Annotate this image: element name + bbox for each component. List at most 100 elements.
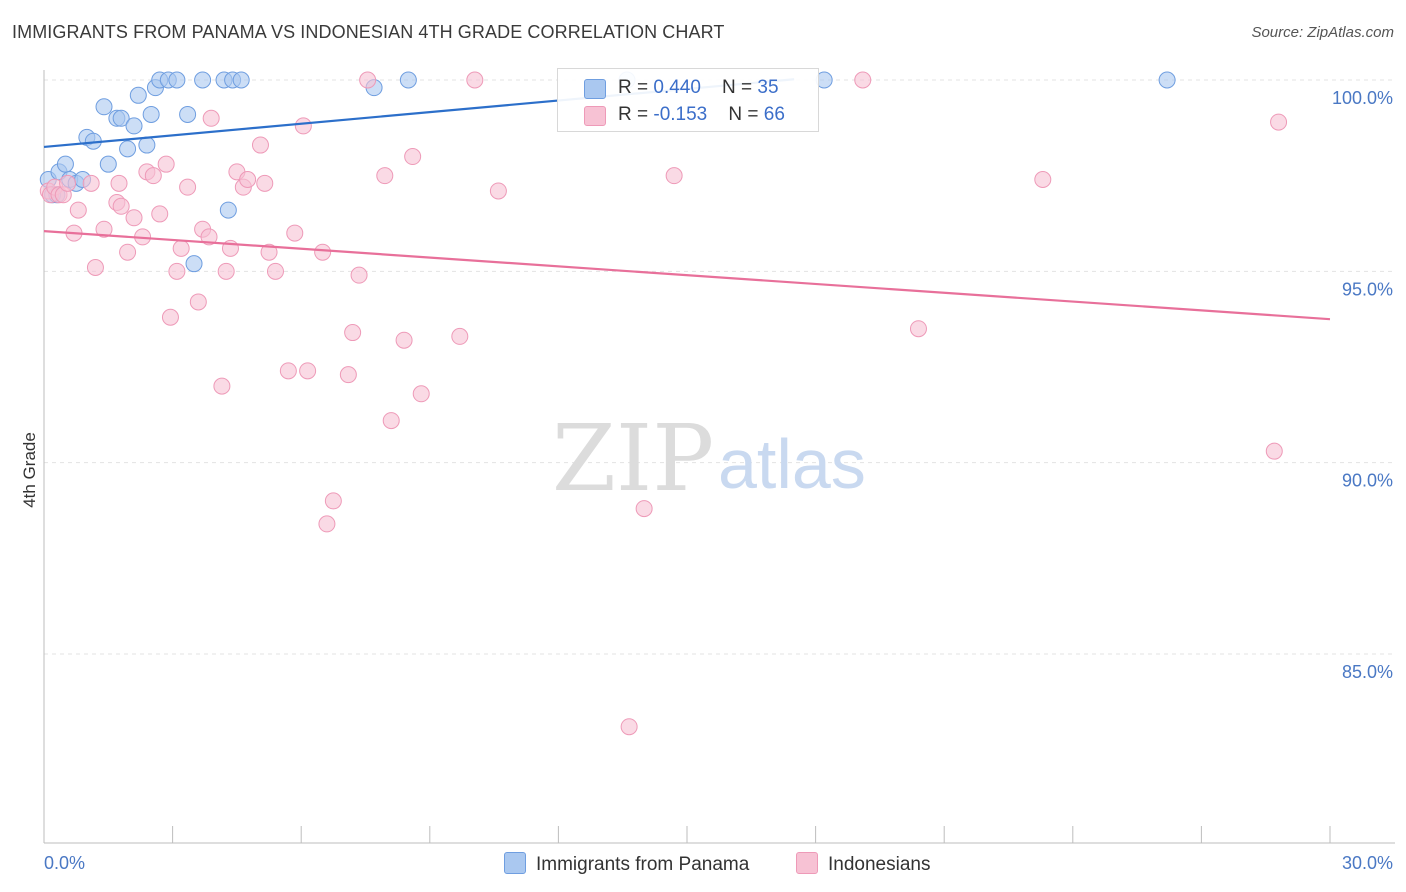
point-indonesian-15 xyxy=(125,209,143,227)
point-panama-31 xyxy=(399,71,417,89)
point-indonesian-21 xyxy=(161,308,179,326)
point-panama-11 xyxy=(99,155,117,173)
legend-indonesian-r-label: R = xyxy=(618,104,654,125)
point-indonesian-57 xyxy=(489,182,507,200)
bottom-legend-swatch-indonesian xyxy=(796,852,818,874)
point-indonesian-27 xyxy=(200,228,218,246)
point-indonesian-20 xyxy=(157,155,175,173)
point-panama-18 xyxy=(142,105,160,123)
point-panama-16 xyxy=(129,86,147,104)
point-indonesian-18 xyxy=(144,167,162,185)
x-tick-label-1: 30.0% xyxy=(1342,853,1393,873)
legend-indonesian-r-value: -0.153 xyxy=(653,104,708,125)
point-panama-10 xyxy=(95,98,113,116)
point-panama-23 xyxy=(179,105,197,123)
point-indonesian-48 xyxy=(350,266,368,284)
y-tick-label-0: 100.0% xyxy=(1332,88,1393,108)
x-tick-label-0: 0.0% xyxy=(44,853,85,873)
legend-indonesian-n-value: 66 xyxy=(763,104,785,125)
trend-line-indonesian xyxy=(43,230,1331,321)
point-indonesian-43 xyxy=(314,243,332,261)
point-indonesian-28 xyxy=(202,109,220,127)
point-indonesian-51 xyxy=(382,412,400,430)
point-indonesian-9 xyxy=(86,259,104,277)
point-indonesian-38 xyxy=(266,262,284,280)
bottom-legend-swatch-panama xyxy=(504,852,526,874)
watermark-atlas: atlas xyxy=(718,425,866,503)
point-indonesian-60 xyxy=(665,167,683,185)
legend-panama-n-value: 35 xyxy=(757,77,779,98)
legend-panama-r-label: R = xyxy=(618,77,654,98)
point-indonesian-8 xyxy=(82,174,100,192)
point-indonesian-56 xyxy=(466,71,484,89)
point-panama-15 xyxy=(125,117,143,135)
point-indonesian-36 xyxy=(256,174,274,192)
legend-indonesian-n-label: N = xyxy=(728,104,764,125)
point-panama-17 xyxy=(138,136,156,154)
point-panama-13 xyxy=(112,109,130,127)
point-indonesian-47 xyxy=(344,324,362,342)
chart-title: IMMIGRANTS FROM PANAMA VS INDONESIAN 4TH… xyxy=(12,22,725,42)
y-tick-label-3: 85.0% xyxy=(1342,662,1393,682)
point-indonesian-63 xyxy=(1034,170,1052,188)
gridlines xyxy=(44,79,1395,655)
y-tick-label-2: 90.0% xyxy=(1342,471,1393,491)
point-panama-34 xyxy=(1158,71,1176,89)
bottom-legend-panama-label: Immigrants from Panama xyxy=(536,854,750,875)
point-indonesian-42 xyxy=(299,362,317,380)
watermark-zip: ZIP xyxy=(552,405,714,512)
point-indonesian-62 xyxy=(909,320,927,338)
point-indonesian-5 xyxy=(59,174,77,192)
legend-swatch-panama xyxy=(584,79,606,99)
bottom-legend-indonesian-label: Indonesians xyxy=(828,854,931,875)
point-indonesian-19 xyxy=(151,205,169,223)
point-indonesian-41 xyxy=(294,117,312,135)
point-panama-27 xyxy=(219,201,237,219)
point-indonesian-52 xyxy=(395,331,413,349)
correlation-legend: R = 0.440 N = 35 R = -0.153 N = 66 xyxy=(557,68,819,132)
point-indonesian-55 xyxy=(451,327,469,345)
point-indonesian-49 xyxy=(359,71,377,89)
point-indonesian-24 xyxy=(179,178,197,196)
point-indonesian-46 xyxy=(339,366,357,384)
point-indonesian-22 xyxy=(168,262,186,280)
y-tick-label-1: 95.0% xyxy=(1342,279,1393,299)
source-label: Source: ZipAtlas.com xyxy=(1251,24,1394,41)
point-indonesian-13 xyxy=(112,197,130,215)
point-indonesian-40 xyxy=(286,224,304,242)
point-indonesian-65 xyxy=(1270,113,1288,131)
point-panama-29 xyxy=(232,71,250,89)
point-indonesian-58 xyxy=(620,718,638,736)
point-panama-25 xyxy=(194,71,212,89)
legend-swatch-indonesian xyxy=(584,106,606,126)
point-indonesian-61 xyxy=(854,71,872,89)
point-indonesian-30 xyxy=(217,262,235,280)
point-indonesian-14 xyxy=(119,243,137,261)
point-indonesian-12 xyxy=(110,174,128,192)
point-indonesian-54 xyxy=(412,385,430,403)
point-panama-14 xyxy=(119,140,137,158)
legend-panama-n-label: N = xyxy=(722,77,758,98)
point-panama-24 xyxy=(185,255,203,273)
point-indonesian-64 xyxy=(1265,442,1283,460)
watermark: ZIP atlas xyxy=(552,405,866,512)
point-indonesian-34 xyxy=(239,170,257,188)
point-indonesian-39 xyxy=(279,362,297,380)
point-indonesian-25 xyxy=(189,293,207,311)
point-panama-22 xyxy=(168,71,186,89)
point-indonesian-23 xyxy=(172,239,190,257)
y-axis-label: 4th Grade xyxy=(20,432,39,508)
series-indonesian-points xyxy=(39,71,1288,736)
point-indonesian-53 xyxy=(404,148,422,166)
point-indonesian-59 xyxy=(635,500,653,518)
point-indonesian-37 xyxy=(260,243,278,261)
point-indonesian-35 xyxy=(251,136,269,154)
bottom-legend-indonesian: Indonesians xyxy=(796,852,930,876)
point-indonesian-44 xyxy=(318,515,336,533)
point-indonesian-10 xyxy=(95,220,113,238)
point-indonesian-45 xyxy=(324,492,342,510)
point-indonesian-7 xyxy=(69,201,87,219)
bottom-legend-panama: Immigrants from Panama xyxy=(504,852,749,876)
tick-labels: 100.0% 95.0% 90.0% 85.0% 0.0% 30.0% xyxy=(44,88,1393,873)
